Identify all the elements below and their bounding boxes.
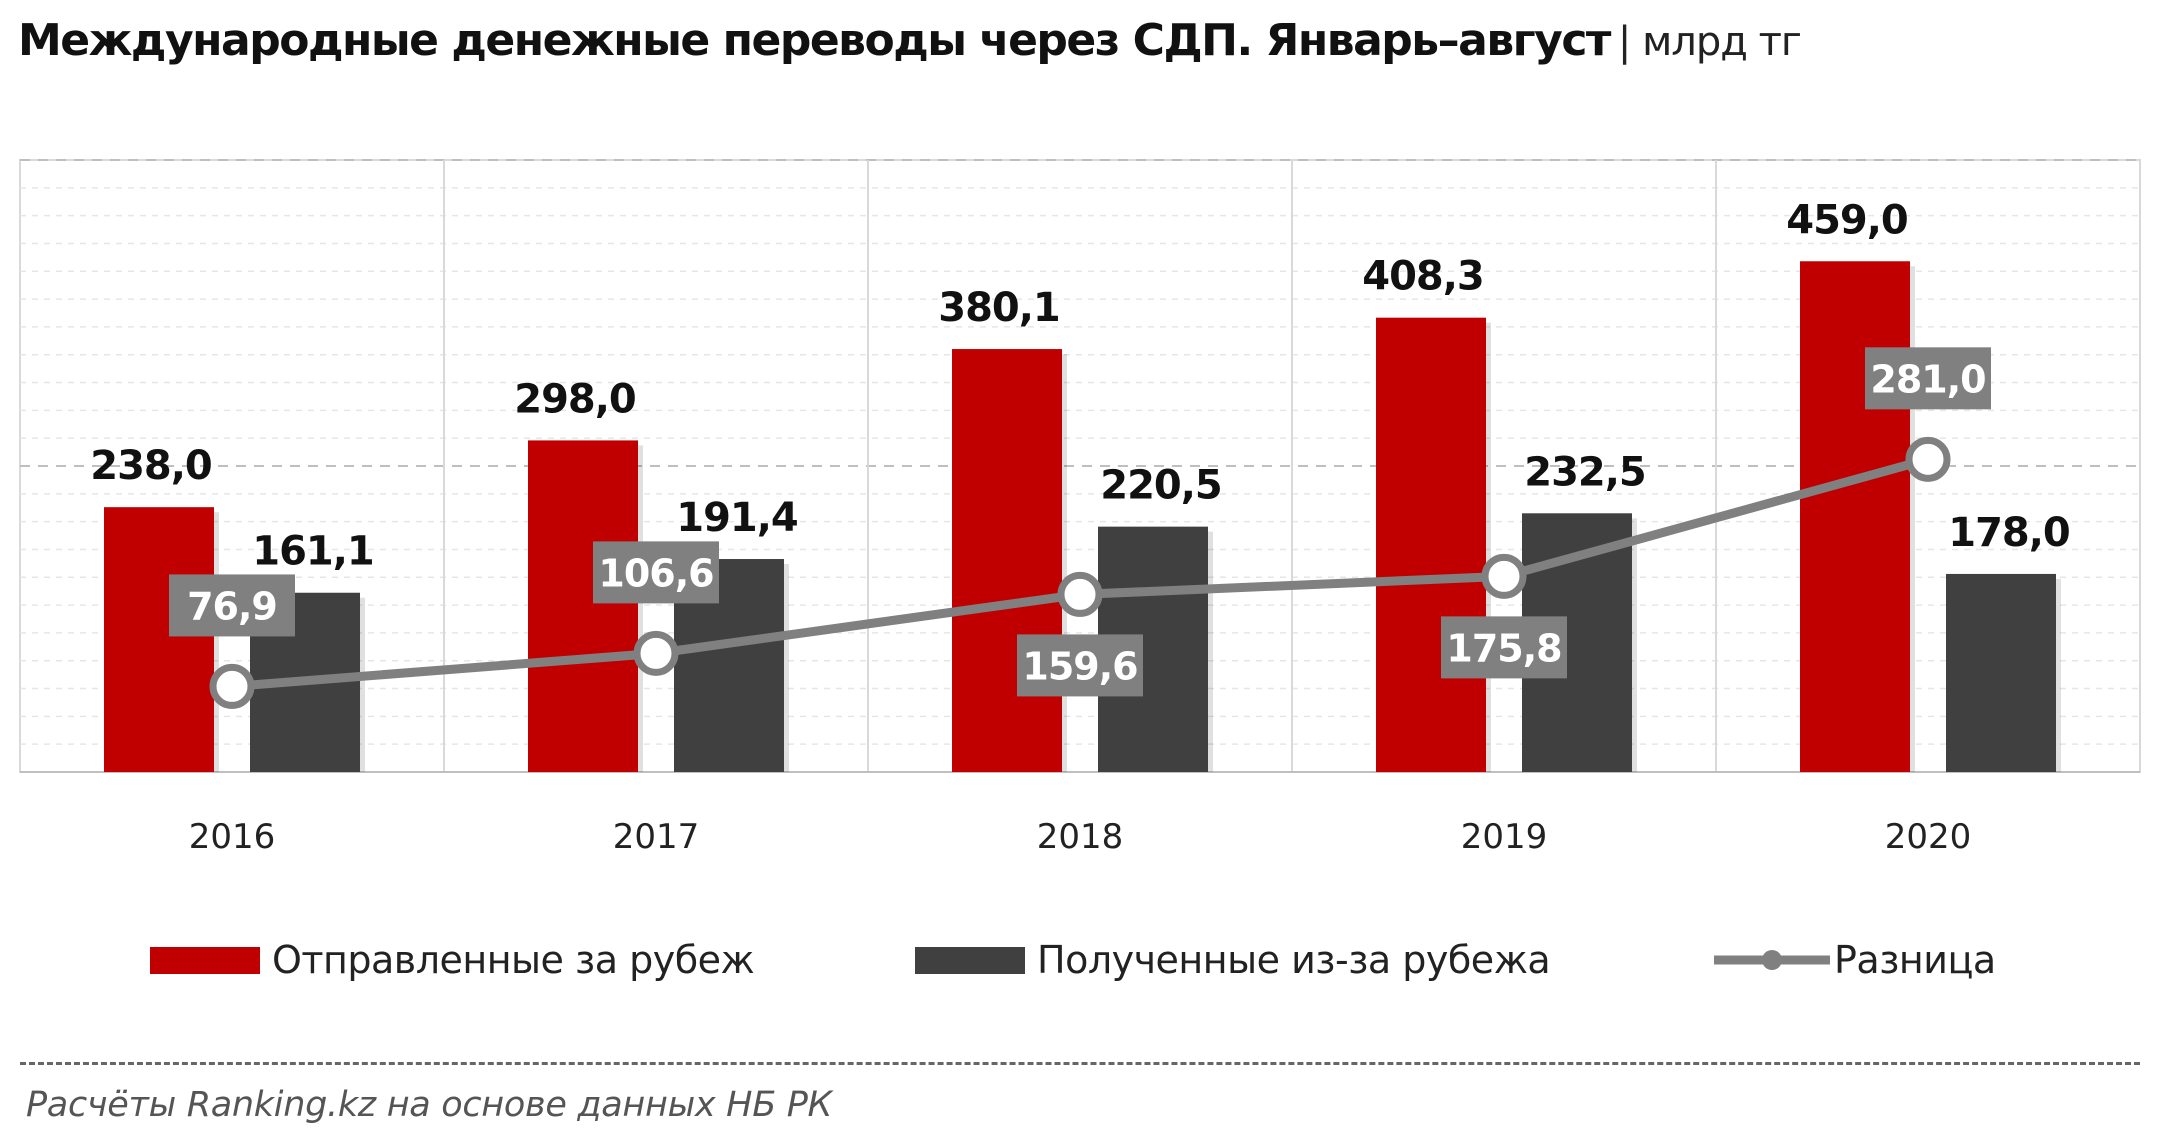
difference-marker-2016 bbox=[209, 663, 255, 709]
label-sent-2017: 298,0 bbox=[514, 376, 636, 422]
legend-item-received: Полученные из-за рубежа bbox=[915, 930, 1551, 990]
bar-sent-2016 bbox=[104, 507, 214, 772]
source-divider bbox=[20, 1062, 2140, 1065]
x-tick-2016: 2016 bbox=[189, 817, 276, 857]
difference-label-box-2017 bbox=[593, 541, 719, 604]
legend-swatch-difference bbox=[1714, 950, 1830, 970]
difference-label-box-2019 bbox=[1441, 616, 1567, 679]
legend-label-received: Полученные из-за рубежа bbox=[1037, 938, 1551, 982]
difference-label-box-2018 bbox=[1017, 634, 1143, 697]
legend-swatch-sent bbox=[150, 946, 260, 974]
difference-label-2019: 175,8 bbox=[1446, 626, 1561, 670]
legend-label-difference: Разница bbox=[1834, 938, 1996, 982]
label-received-2016: 161,1 bbox=[252, 529, 374, 575]
x-tick-2019: 2019 bbox=[1461, 817, 1548, 857]
difference-label-2017: 106,6 bbox=[598, 551, 713, 595]
difference-label-2016: 76,9 bbox=[187, 584, 277, 628]
difference-label-box-2020 bbox=[1865, 347, 1991, 410]
difference-label-2020: 281,0 bbox=[1870, 357, 1985, 401]
legend-label-sent: Отправленные за рубеж bbox=[272, 938, 755, 982]
label-received-2017: 191,4 bbox=[676, 495, 798, 541]
chart-unit: | млрд тг bbox=[1617, 19, 1802, 65]
legend-swatch-received bbox=[915, 946, 1025, 974]
bar-received-2020 bbox=[1946, 573, 2056, 772]
legend-item-difference: Разница bbox=[1712, 930, 1996, 990]
label-received-2020: 178,0 bbox=[1948, 510, 2070, 556]
difference-marker-2017 bbox=[633, 630, 679, 676]
x-tick-2017: 2017 bbox=[613, 817, 700, 857]
label-sent-2018: 380,1 bbox=[938, 285, 1060, 331]
difference-marker-2018 bbox=[1057, 571, 1103, 617]
label-received-2018: 220,5 bbox=[1100, 463, 1222, 509]
bar-sent-2018 bbox=[952, 349, 1062, 772]
difference-label-box-2016 bbox=[169, 574, 295, 637]
x-tick-2018: 2018 bbox=[1037, 817, 1124, 857]
legend-item-sent: Отправленные за рубеж bbox=[150, 930, 755, 990]
label-sent-2020: 459,0 bbox=[1786, 197, 1908, 243]
source-note: Расчёты Ranking.kz на основе данных НБ Р… bbox=[26, 1085, 833, 1125]
bar-sent-2017 bbox=[528, 440, 638, 772]
bar-sent-2020 bbox=[1800, 261, 1910, 772]
x-tick-2020: 2020 bbox=[1885, 817, 1972, 857]
legend: Отправленные за рубеж Полученные из-за р… bbox=[0, 930, 2160, 990]
difference-marker-2020 bbox=[1905, 436, 1951, 482]
label-received-2019: 232,5 bbox=[1524, 449, 1646, 495]
data-labels: 238,0 161,1 2016 298,0 191,4 2017 380,1 220,5 20… bbox=[90, 197, 2071, 857]
bar-sent-2019 bbox=[1376, 317, 1486, 772]
label-sent-2019: 408,3 bbox=[1362, 254, 1484, 300]
difference-label-2018: 159,6 bbox=[1022, 644, 1137, 688]
difference-line bbox=[209, 436, 1951, 709]
difference-marker-2019 bbox=[1481, 553, 1527, 599]
bars bbox=[104, 261, 2061, 772]
label-sent-2016: 238,0 bbox=[90, 443, 212, 489]
chart-plot: 238,0 161,1 2016 298,0 191,4 2017 380,1 220,5 20… bbox=[19, 159, 2141, 857]
chart-title: Международные денежные переводы через СД… bbox=[18, 6, 1802, 76]
chart-title-text: Международные денежные переводы через СД… bbox=[18, 15, 1611, 66]
